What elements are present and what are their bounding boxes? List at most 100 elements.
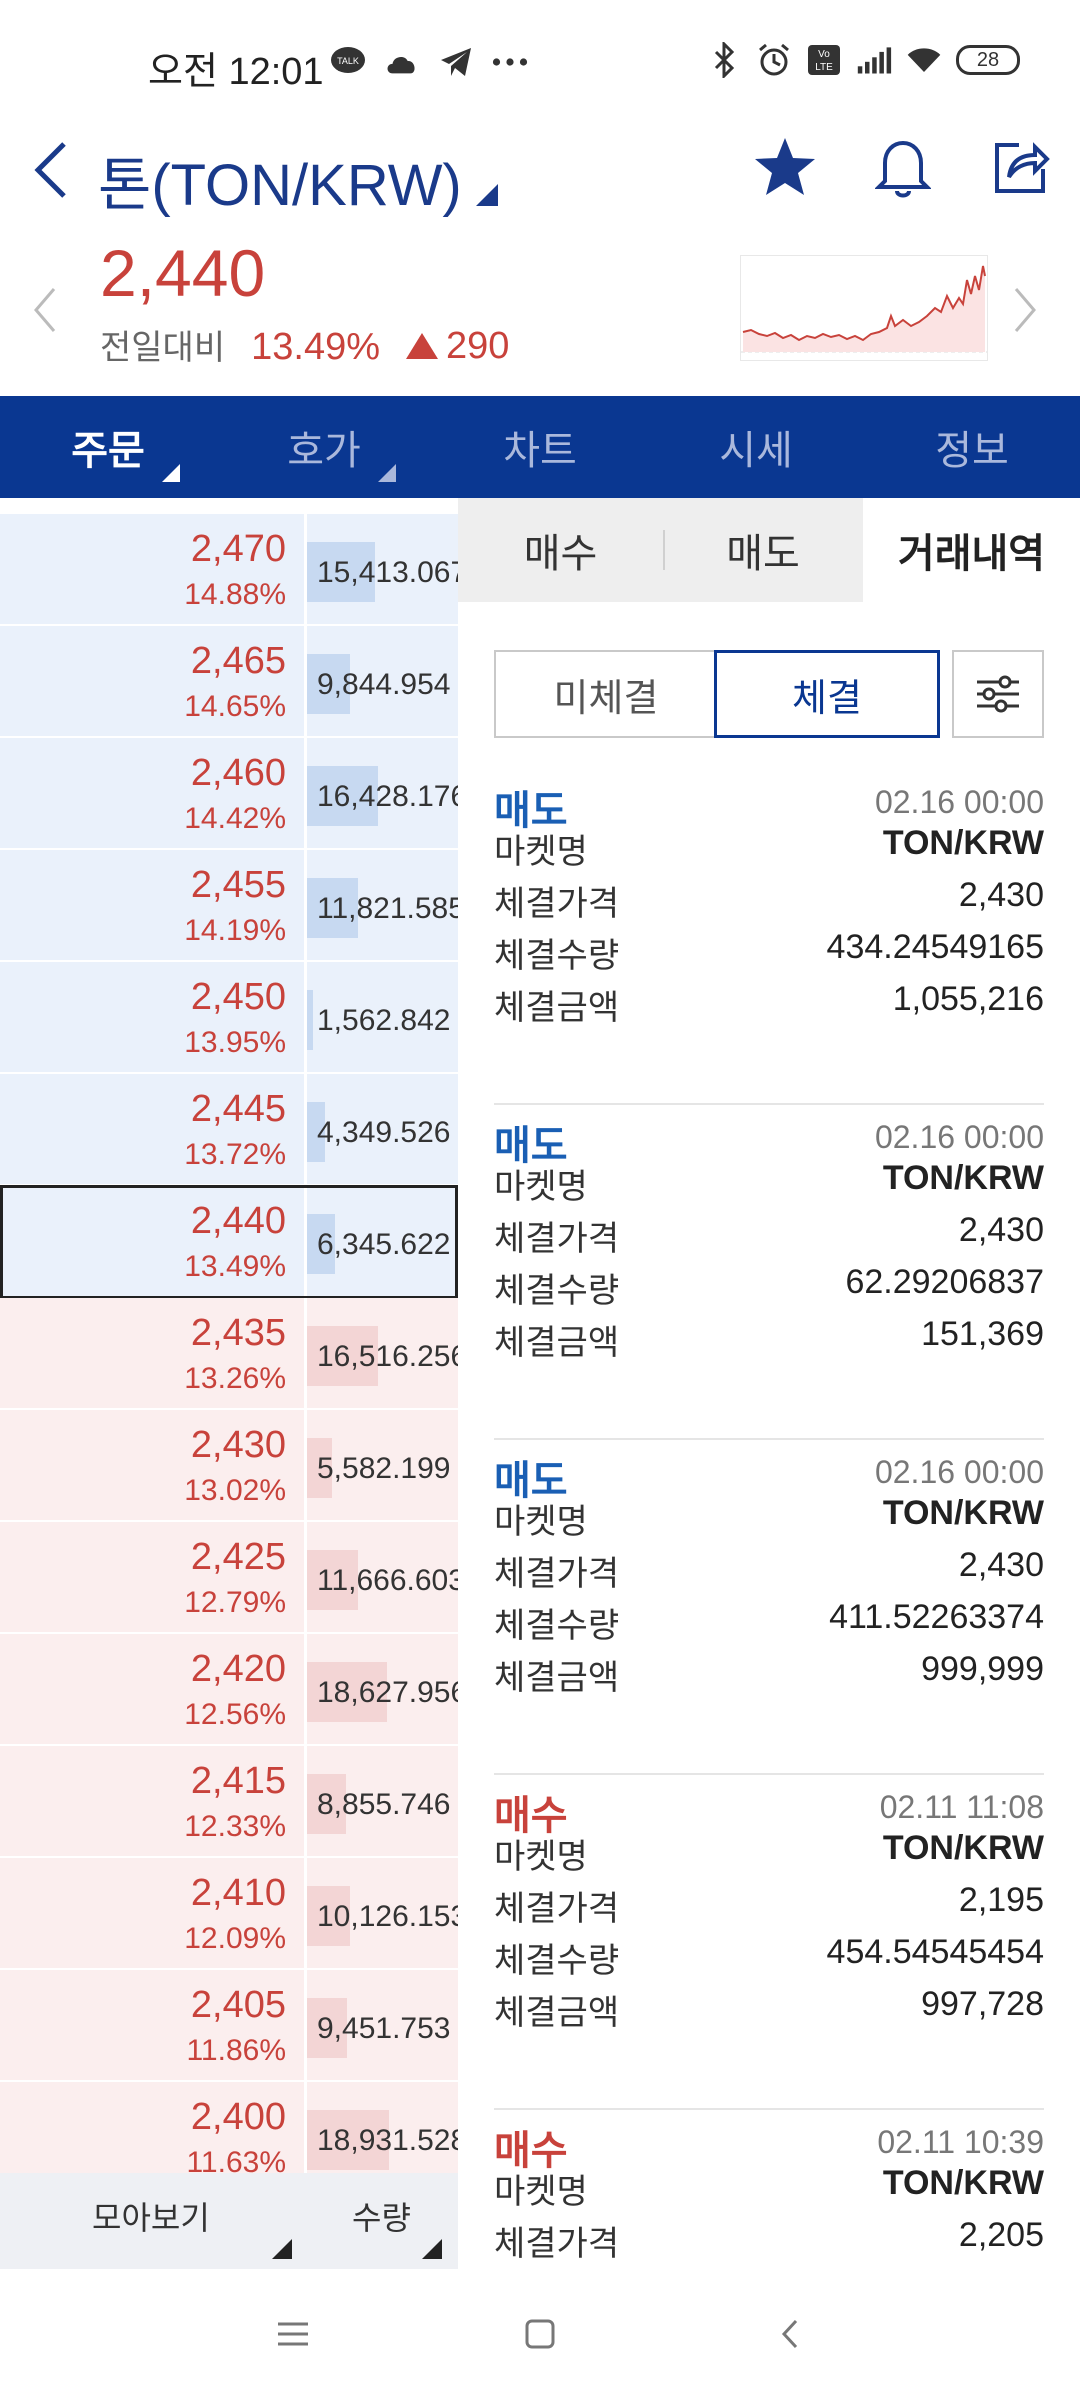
trade-datetime: 02.16 00:00	[874, 784, 1044, 820]
prev-coin-button[interactable]	[30, 285, 70, 345]
tab-order[interactable]: 주문	[0, 396, 216, 498]
orderbook-qty-cell[interactable]: 1,562.842	[304, 962, 458, 1074]
orderbook-qty-cell[interactable]: 10,126.153	[304, 1858, 458, 1970]
sparkline	[741, 265, 987, 353]
orderbook-price: 2,405	[190, 1984, 286, 2026]
orderbook-price-cell[interactable]: 2,405 11.86%	[0, 1970, 302, 2082]
share-icon	[995, 142, 1050, 193]
home-button[interactable]	[515, 2309, 565, 2359]
status-time: 오전 12:01	[148, 51, 324, 93]
tab-dropdown-icon	[378, 464, 396, 482]
share-button[interactable]	[986, 132, 1056, 202]
favorite-button[interactable]	[750, 132, 820, 202]
trade-entry[interactable]: 매수 02.11 11:08 마켓명 TON/KRW 체결가격 2,195 체결수량 454.…	[494, 1775, 1044, 2110]
tab-label: 정보	[935, 429, 1009, 473]
trade-field-label: 체결가격	[494, 885, 620, 923]
trade-entry[interactable]: 매도 02.16 00:00 마켓명 TON/KRW 체결가격 2,430 체결수량 411.…	[494, 1440, 1044, 1775]
trade-datetime: 02.11 11:08	[879, 1789, 1044, 1825]
mini-price-chart[interactable]	[740, 255, 988, 361]
orderbook-qty-cell[interactable]: 11,821.585	[304, 850, 458, 962]
nav-back-button[interactable]	[765, 2309, 815, 2359]
tab-orderbook[interactable]: 호가	[216, 396, 432, 498]
back-button[interactable]	[30, 138, 80, 208]
orderbook-row[interactable]: 2,460 14.42% 16,428.176	[0, 738, 458, 850]
order-book: 2,470 14.88% 15,413.067 2,465 14.65% 9,844.95…	[0, 498, 458, 2173]
orderbook-row[interactable]: 2,405 11.86% 9,451.753	[0, 1970, 458, 2082]
orderbook-qty-cell[interactable]: 15,413.067	[304, 514, 458, 626]
trade-entry[interactable]: 매수 02.11 10:39 마켓명 TON/KRW 체결가격 2,205	[494, 2110, 1044, 2269]
up-triangle-icon	[406, 333, 439, 359]
orderbook-row[interactable]: 2,445 13.72% 4,349.526	[0, 1074, 458, 1186]
orderbook-row[interactable]: 2,435 13.26% 16,516.256	[0, 1298, 458, 1410]
orderbook-row[interactable]: 2,425 12.79% 11,666.603	[0, 1522, 458, 1634]
orderbook-row[interactable]: 2,450 13.95% 1,562.842	[0, 962, 458, 1074]
quantity-toggle-button[interactable]: 수량	[352, 2200, 411, 2236]
orderbook-price-cell[interactable]: 2,425 12.79%	[0, 1522, 302, 1634]
orderbook-qty-cell[interactable]: 16,428.176	[304, 738, 458, 850]
orderbook-price-cell[interactable]: 2,440 13.49%	[0, 1186, 302, 1298]
orderbook-price-cell[interactable]: 2,455 14.19%	[0, 850, 302, 962]
coin-selector[interactable]: 톤(TON/KRW)	[98, 138, 498, 222]
orderbook-row[interactable]: 2,455 14.19% 11,821.585	[0, 850, 458, 962]
orderbook-qty-cell[interactable]: 11,666.603	[304, 1522, 458, 1634]
bluetooth-icon	[706, 42, 742, 78]
orderbook-row[interactable]: 2,420 12.56% 18,627.956	[0, 1634, 458, 1746]
subtab-buy[interactable]: 매수	[458, 498, 663, 602]
orderbook-qty-cell[interactable]: 16,516.256	[304, 1298, 458, 1410]
orderbook-row[interactable]: 2,410 12.09% 10,126.153	[0, 1858, 458, 1970]
next-coin-button[interactable]	[1010, 285, 1050, 345]
orderbook-row[interactable]: 2,430 13.02% 5,582.199	[0, 1410, 458, 1522]
trade-field-value: TON/KRW	[882, 1494, 1044, 1532]
alert-button[interactable]	[868, 132, 938, 202]
orderbook-qty-cell[interactable]: 9,844.954	[304, 626, 458, 738]
orderbook-price-cell[interactable]: 2,465 14.65%	[0, 626, 302, 738]
price-summary: 2,440 전일대비 13.49% 290	[0, 225, 1080, 395]
group-view-button[interactable]: 모아보기	[92, 2200, 210, 2236]
home-square-icon	[525, 2319, 555, 2349]
orderbook-row[interactable]: 2,415 12.33% 8,855.746	[0, 1746, 458, 1858]
orderbook-price-cell[interactable]: 2,430 13.02%	[0, 1410, 302, 1522]
tab-chart[interactable]: 차트	[432, 396, 648, 498]
orderbook-price-cell[interactable]: 2,435 13.26%	[0, 1298, 302, 1410]
segment-unfilled[interactable]: 미체결	[496, 652, 716, 736]
orderbook-price-cell[interactable]: 2,470 14.88%	[0, 514, 302, 626]
status-bar: 오전 12:01 TALK Vo LTE 28	[0, 0, 1080, 130]
orderbook-row[interactable]: 2,470 14.88% 15,413.067	[0, 514, 458, 626]
subtab-sell[interactable]: 매도	[663, 498, 863, 602]
orderbook-qty-cell[interactable]: 6,345.622	[304, 1186, 458, 1298]
orderbook-quantity: 9,844.954	[317, 668, 451, 701]
tab-market-price[interactable]: 시세	[648, 396, 864, 498]
orderbook-price-cell[interactable]: 2,460 14.42%	[0, 738, 302, 850]
orderbook-quantity: 16,516.256	[317, 1340, 458, 1373]
segment-filled[interactable]: 체결	[714, 650, 940, 738]
trade-field-value: TON/KRW	[882, 1829, 1044, 1867]
orderbook-price-cell[interactable]: 2,450 13.95%	[0, 962, 302, 1074]
subtab-label: 거래내역	[897, 532, 1046, 576]
orderbook-qty-cell[interactable]: 18,931.528	[304, 2082, 458, 2173]
orderbook-price-cell[interactable]: 2,410 12.09%	[0, 1858, 302, 1970]
orderbook-price-cell[interactable]: 2,420 12.56%	[0, 1634, 302, 1746]
filter-button[interactable]	[952, 650, 1044, 738]
orderbook-qty-cell[interactable]: 9,451.753	[304, 1970, 458, 2082]
trade-panel: 매수 매도 거래내역 미체결 체결 매도 02.16 00:00 마켓명 TON/KR…	[458, 498, 1080, 2269]
menu-button[interactable]	[268, 2309, 318, 2359]
trade-entry[interactable]: 매도 02.16 00:00 마켓명 TON/KRW 체결가격 2,430 체결수량 434.…	[494, 770, 1044, 1105]
subtab-history[interactable]: 거래내역	[863, 498, 1080, 602]
orderbook-row[interactable]: 2,465 14.65% 9,844.954	[0, 626, 458, 738]
orderbook-price-cell[interactable]: 2,400 11.63%	[0, 2082, 302, 2173]
orderbook-row[interactable]: 2,440 13.49% 6,345.622	[0, 1186, 458, 1298]
trade-field-value: 151,369	[921, 1315, 1044, 1353]
bell-icon	[875, 140, 931, 198]
orderbook-change-pct: 13.26%	[184, 1362, 286, 1395]
orderbook-row[interactable]: 2,400 11.63% 18,931.528	[0, 2082, 458, 2173]
orderbook-qty-cell[interactable]: 4,349.526	[304, 1074, 458, 1186]
orderbook-price-cell[interactable]: 2,415 12.33%	[0, 1746, 302, 1858]
orderbook-qty-cell[interactable]: 5,582.199	[304, 1410, 458, 1522]
orderbook-price-cell[interactable]: 2,445 13.72%	[0, 1074, 302, 1186]
orderbook-price: 2,400	[190, 2096, 286, 2138]
orderbook-qty-cell[interactable]: 8,855.746	[304, 1746, 458, 1858]
orderbook-qty-cell[interactable]: 18,627.956	[304, 1634, 458, 1746]
trade-entry[interactable]: 매도 02.16 00:00 마켓명 TON/KRW 체결가격 2,430 체결수량 62.2…	[494, 1105, 1044, 1440]
orderbook-volume-bar	[307, 542, 375, 602]
tab-info[interactable]: 정보	[864, 396, 1080, 498]
